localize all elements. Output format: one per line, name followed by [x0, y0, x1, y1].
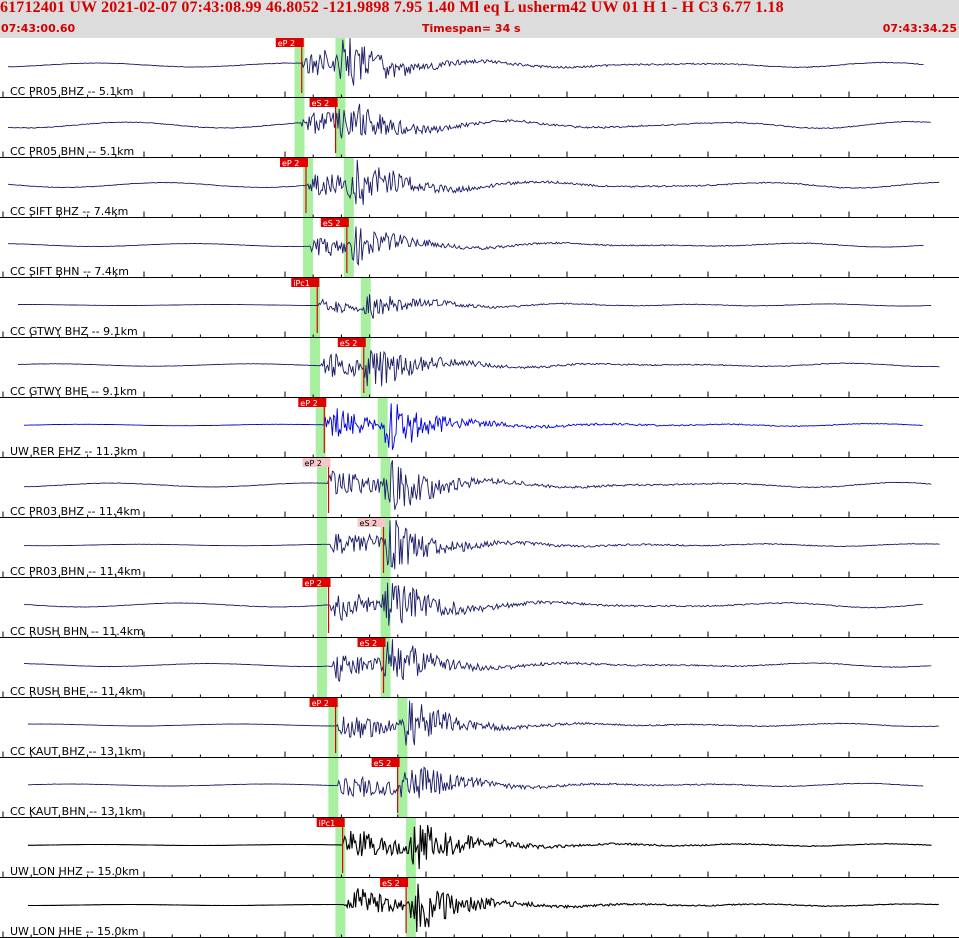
pick-label: eS 2	[374, 759, 392, 768]
pick-label-box[interactable]	[380, 878, 409, 887]
pick-label-box[interactable]	[302, 578, 331, 587]
waveform-trace	[7, 38, 924, 86]
p-phase-window	[310, 278, 321, 338]
pick-label-box[interactable]	[279, 158, 308, 167]
channel-label: CC RUSH BHN -- 11.4km	[10, 625, 144, 638]
pick-label: eP 2	[282, 159, 299, 168]
pick-label: iPc1	[293, 279, 310, 288]
pick-label: eS 2	[360, 639, 378, 648]
channel-label: UW LON HHZ -- 15.0km	[10, 865, 139, 878]
waveform-trace	[23, 460, 932, 510]
channel-label: CC PR03 BHN -- 11.4km	[10, 565, 141, 578]
waveform-trace	[18, 350, 940, 387]
pick-label-box[interactable]	[357, 638, 386, 647]
s-phase-window	[360, 278, 371, 338]
p-phase-window	[317, 638, 328, 698]
pick-label: eS 2	[382, 879, 400, 888]
p-phase-window	[294, 98, 305, 158]
channel-label: CC KAUT BHN -- 13.1km	[10, 805, 142, 818]
pick-label: iPc1	[319, 819, 336, 828]
p-phase-window	[317, 458, 328, 518]
waveform-trace	[23, 582, 923, 626]
channel-label: CC KAUT BHZ -- 13.1km	[10, 745, 142, 758]
pick-label: eP 2	[278, 39, 295, 48]
waveform-trace	[27, 700, 939, 746]
channel-label: CC GTWY BHZ -- 9.1km	[10, 325, 138, 338]
pick-label-box[interactable]	[337, 338, 366, 347]
event-header: 61712401 UW 2021-02-07 07:43:08.99 46.80…	[0, 0, 959, 38]
pick-label-box[interactable]	[316, 818, 345, 827]
p-phase-window	[315, 398, 326, 458]
channel-label: CC GTWY BHE -- 9.1km	[10, 385, 137, 398]
channel-label: UW RER EHZ -- 11.3km	[10, 445, 137, 458]
pick-label: eS 2	[360, 519, 378, 528]
channel-label: CC SIFT BHZ -- 7.4km	[10, 205, 128, 218]
channel-label: CC RUSH BHE -- 11.4km	[10, 685, 143, 698]
p-phase-window	[317, 578, 328, 638]
pick-label-box[interactable]	[320, 218, 349, 227]
p-phase-window	[302, 218, 313, 278]
pick-label: eP 2	[305, 459, 322, 468]
waveform-trace	[28, 824, 932, 870]
p-phase-window	[294, 38, 305, 98]
waveform-trace	[18, 294, 932, 319]
p-phase-window	[310, 338, 321, 398]
pick-label: eS 2	[323, 219, 341, 228]
waveform-trace	[27, 883, 939, 933]
pick-label-box[interactable]	[298, 398, 327, 407]
pick-label-box[interactable]	[302, 458, 331, 467]
time-end-label: 07:43:34.25	[882, 22, 957, 35]
s-phase-window	[343, 218, 354, 278]
channel-label: UW LON HHE -- 15.0km	[10, 925, 139, 938]
s-phase-window	[380, 518, 391, 578]
waveform-trace	[8, 226, 924, 266]
timespan-label: Timespan= 34 s	[422, 22, 521, 35]
p-phase-window	[302, 158, 313, 218]
pick-label: eP 2	[300, 399, 317, 408]
p-phase-window	[328, 758, 339, 818]
p-phase-window	[335, 818, 346, 878]
seismogram-panel[interactable]: eP 2 CC PR05 BHZ -- 5.1km eS 2 CC PR05 BHN …	[0, 38, 959, 938]
channel-label: CC PR03 BHZ -- 11.4km	[10, 505, 141, 518]
waveform-trace	[7, 159, 940, 205]
pick-label: eS 2	[340, 339, 358, 348]
p-phase-window	[335, 878, 346, 938]
pick-label-box[interactable]	[309, 98, 338, 107]
waveform-trace	[27, 766, 924, 799]
pick-label-box[interactable]	[291, 278, 320, 287]
channel-label: CC PR05 BHN -- 5.1km	[10, 145, 134, 158]
channel-label: CC SIFT BHN -- 7.4km	[10, 265, 129, 278]
pick-label: eS 2	[312, 99, 330, 108]
pick-label: eP 2	[312, 699, 329, 708]
pick-label-box[interactable]	[309, 698, 338, 707]
s-phase-window	[335, 38, 346, 98]
pick-label-box[interactable]	[275, 38, 304, 47]
event-summary-title: 61712401 UW 2021-02-07 07:43:08.99 46.80…	[0, 0, 784, 16]
s-phase-window	[343, 158, 354, 218]
pick-label-box[interactable]	[371, 758, 400, 767]
p-phase-window	[328, 698, 339, 758]
waveform-trace	[23, 519, 940, 570]
waveform-trace	[7, 103, 931, 139]
time-start-label: 07:43:00.60	[1, 22, 76, 35]
pick-label-box[interactable]	[357, 518, 386, 527]
s-phase-window	[405, 878, 416, 938]
s-phase-window	[397, 758, 408, 818]
waveform-trace	[23, 639, 932, 683]
s-phase-window	[397, 698, 408, 758]
p-phase-window	[317, 518, 328, 578]
channel-label: CC PR05 BHZ -- 5.1km	[10, 85, 134, 98]
pick-label: eP 2	[305, 579, 322, 588]
waveform-trace	[24, 403, 923, 450]
